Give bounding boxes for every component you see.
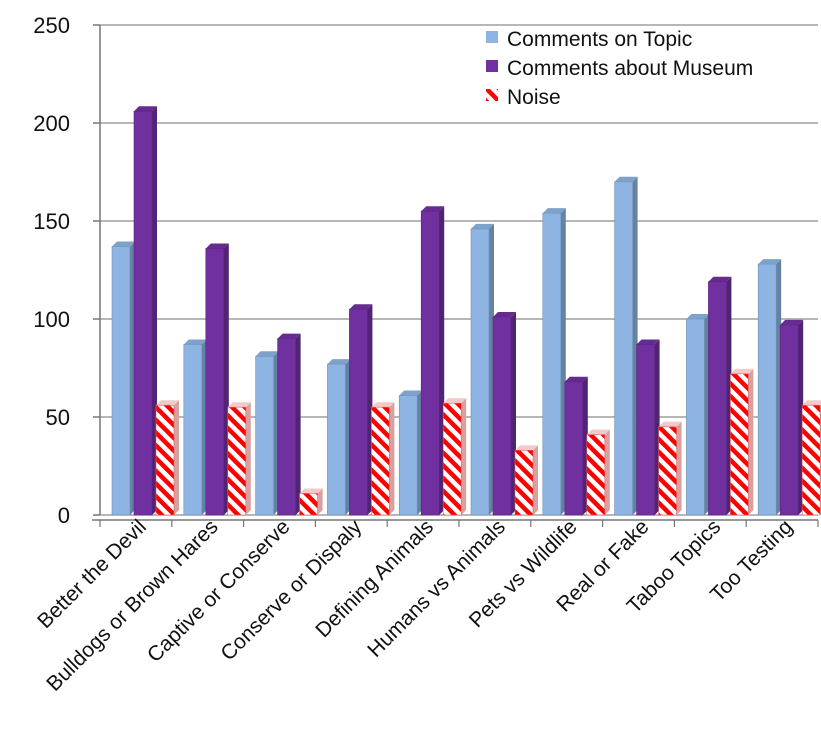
bar-noise-bulldogs-or-brown-hares — [227, 402, 251, 516]
bar-comments-on-topic-bulldogs-or-brown-hares — [183, 339, 207, 516]
legend-label-noise: Noise — [507, 86, 561, 109]
x-tick-label: Captive or Conserve — [143, 515, 295, 667]
legend-swatch-noise — [486, 89, 498, 101]
legend-label-comments-about-museum: Comments about Museum — [507, 57, 753, 80]
bar-noise-defining-animals — [442, 398, 467, 516]
y-tick-labels: 0 50 100 150 200 250 — [33, 13, 70, 528]
bar-noise-pets-vs-wildlife — [586, 429, 610, 516]
y-tick-label: 0 — [58, 503, 70, 528]
bar-comments-on-topic-captive-or-conserve — [255, 351, 279, 516]
bar-comments-on-topic-better-the-devil — [111, 241, 135, 516]
bar-noise-humans-vs-animals — [514, 445, 538, 516]
bar-noise-taboo-topics — [730, 368, 754, 516]
bar-comments-about-museum-defining-animals — [420, 206, 445, 516]
bar-comments-on-topic-too-testing — [757, 259, 782, 516]
legend: Comments on Topic Comments about Museum … — [486, 28, 753, 109]
bar-comments-on-topic-taboo-topics — [686, 314, 710, 516]
legend-label-comments-on-topic: Comments on Topic — [507, 28, 692, 51]
y-tick-label: 150 — [33, 209, 70, 234]
x-tick-label: Conserve or Dispaly — [216, 515, 366, 665]
bar-comments-about-museum-captive-or-conserve — [277, 333, 301, 516]
bar-comments-about-museum-bulldogs-or-brown-hares — [205, 243, 229, 516]
bar-noise-real-or-fake — [658, 421, 682, 516]
y-tick-label: 100 — [33, 307, 70, 332]
bar-comments-about-museum-better-the-devil — [133, 106, 157, 516]
legend-swatch-comments-on-topic — [486, 31, 498, 43]
bar-comments-about-museum-humans-vs-animals — [492, 312, 516, 516]
bar-comments-about-museum-real-or-fake — [636, 339, 660, 516]
bar-comments-on-topic-pets-vs-wildlife — [542, 208, 566, 516]
bar-comments-on-topic-defining-animals — [398, 390, 423, 516]
bar-comments-on-topic-conserve-or-dispaly — [327, 359, 351, 516]
x-tick-label: Humans vs Animals — [363, 515, 510, 662]
bar-noise-captive-or-conserve — [299, 488, 323, 516]
bars — [111, 106, 821, 516]
bar-comments-about-museum-taboo-topics — [708, 276, 732, 516]
y-tick-label: 200 — [33, 111, 70, 136]
bar-comments-about-museum-conserve-or-dispaly — [349, 304, 373, 516]
axes — [92, 24, 819, 527]
bar-noise-too-testing — [801, 400, 821, 516]
bar-comments-about-museum-too-testing — [779, 319, 804, 516]
y-tick-label: 50 — [46, 405, 70, 430]
legend-swatch-comments-about-museum — [486, 60, 498, 72]
y-tick-label: 250 — [33, 13, 70, 38]
bar-comments-on-topic-real-or-fake — [614, 176, 638, 516]
bar-comments-on-topic-humans-vs-animals — [470, 223, 494, 516]
bar-comments-about-museum-pets-vs-wildlife — [564, 376, 588, 516]
bar-noise-conserve-or-dispaly — [371, 402, 395, 516]
bar-noise-better-the-devil — [155, 400, 179, 516]
